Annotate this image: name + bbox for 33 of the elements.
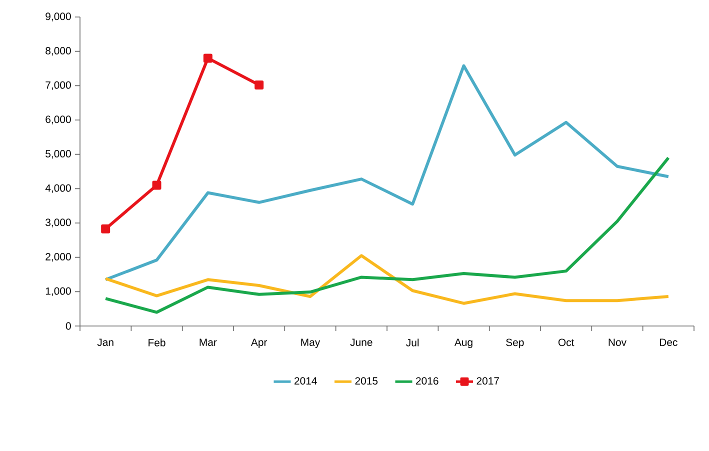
y-tick-label: 4,000 [45, 184, 71, 193]
legend-label: 2016 [416, 377, 438, 385]
y-tick-label: 9,000 [46, 12, 71, 22]
y-tick-label: 7,000 [46, 81, 71, 90]
legend-label: 2015 [355, 377, 378, 385]
line-series [104, 64, 670, 282]
x-tick-label: Mar [200, 338, 217, 346]
x-tick-label: Oct [558, 338, 574, 346]
x-tick-label: June [350, 338, 372, 346]
y-tick-label: 5,000 [46, 150, 71, 159]
legend-label: 2017 [476, 377, 499, 385]
point [101, 224, 110, 234]
x-tick-label: Aug [454, 338, 472, 348]
y-tick-label: 0 [66, 322, 71, 330]
y-tick-label: 3,000 [46, 218, 71, 228]
x-tick-label: Apr [250, 338, 268, 348]
x-tick-label: Jan [97, 338, 114, 346]
legend-label: 2014 [294, 377, 317, 385]
x-tick-label: May [301, 338, 320, 348]
x-tick-label: Jul [406, 338, 419, 346]
y-tick-label: 6,000 [46, 116, 71, 124]
point [152, 180, 162, 190]
line-series [104, 254, 670, 305]
x-tick-label: Dec [660, 338, 678, 346]
x-tick-label: Feb [148, 338, 166, 346]
x-tick-label: Nov [608, 338, 627, 346]
point [254, 80, 264, 90]
y-tick-label: 8,000 [46, 47, 71, 56]
line-series [104, 156, 670, 314]
y-tick-label: 2,000 [46, 253, 71, 262]
y-tick-label: 1,000 [46, 287, 71, 296]
x-tick-label: Sep [506, 338, 524, 348]
point [203, 54, 212, 63]
